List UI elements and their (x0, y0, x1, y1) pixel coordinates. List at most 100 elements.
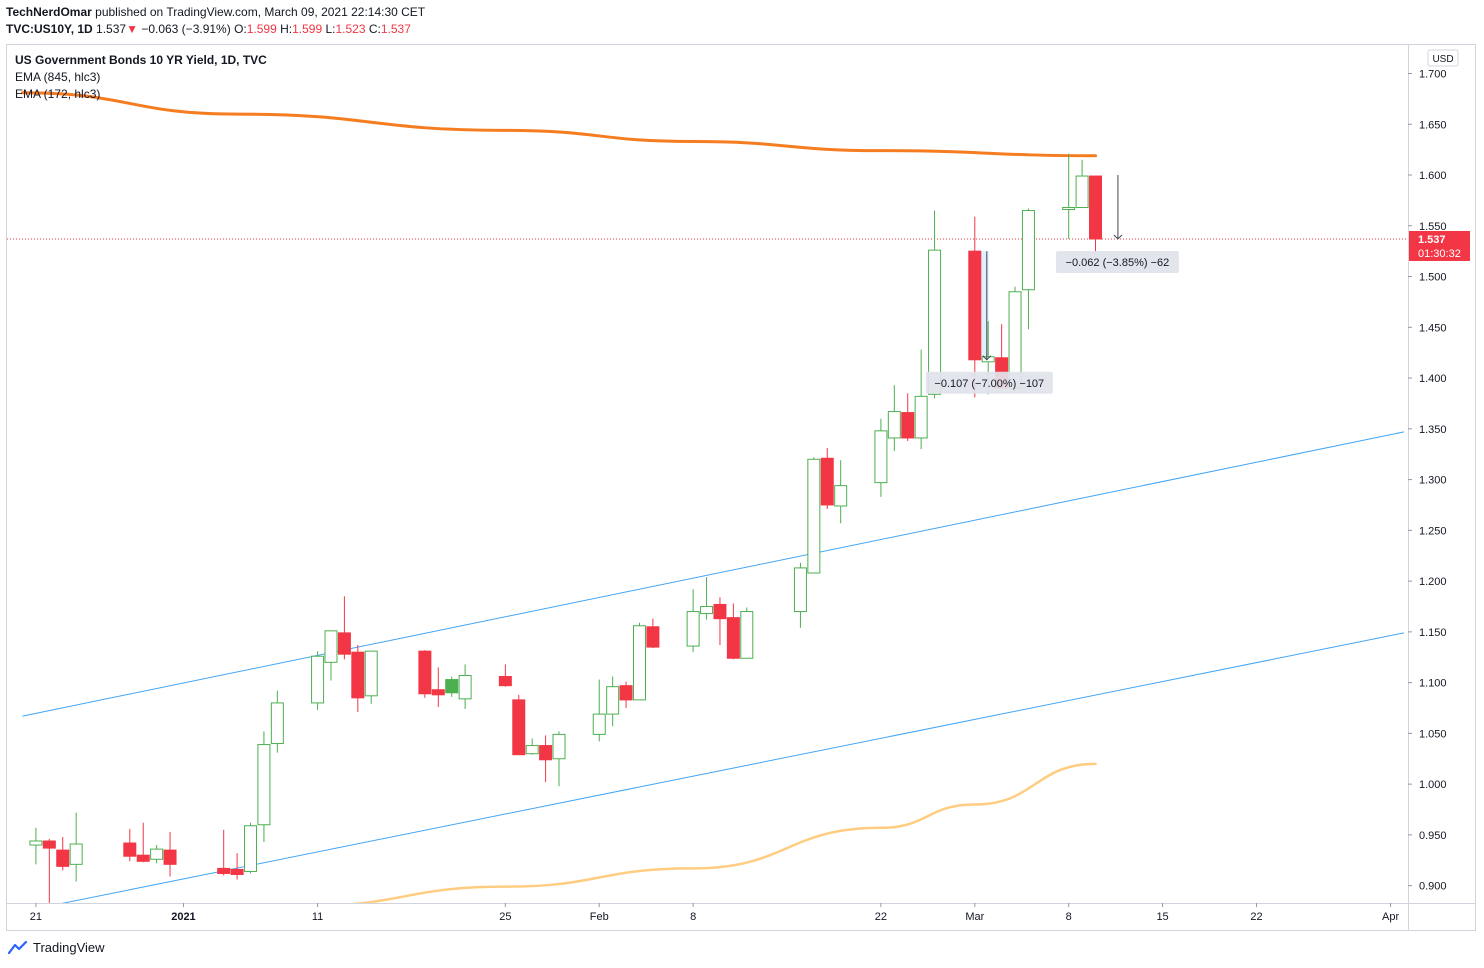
author-name[interactable]: TechNerdOmar (6, 5, 92, 19)
plot-area: −0.107 (−7.00%) −107 −0.062 (−3.85%) −62 (7, 91, 1408, 903)
y-tick-label: 1.250 (1419, 525, 1447, 537)
candle-body (981, 356, 995, 363)
candle (726, 603, 740, 660)
candle-body (928, 249, 942, 395)
candle (29, 827, 43, 865)
candle (150, 845, 164, 864)
candle (525, 738, 539, 755)
candle (324, 630, 338, 681)
candle-body (713, 603, 727, 620)
candle (928, 210, 942, 399)
x-tick-label: Apr (1382, 911, 1399, 923)
candle (807, 457, 821, 574)
candle-body (834, 485, 848, 507)
candle-body (230, 868, 244, 875)
measure-arrowhead (982, 355, 992, 361)
candle-body (337, 632, 351, 655)
candle-body (42, 840, 56, 849)
candle (351, 645, 365, 713)
candle (136, 822, 150, 863)
high-label: H: (280, 22, 293, 36)
close-label: C: (368, 22, 381, 36)
candle-body (445, 679, 459, 694)
candle (606, 676, 620, 727)
candle-body (150, 848, 164, 860)
candle (364, 650, 378, 704)
candle-body (793, 567, 807, 613)
x-tick-label: Mar (965, 911, 984, 923)
candle-body (740, 611, 754, 659)
candle (230, 853, 244, 880)
measure-label-box (1055, 250, 1179, 273)
candle-body (606, 686, 620, 715)
low-label: L: (325, 22, 336, 36)
high-value: 1.599 (292, 22, 323, 36)
candle-body (498, 676, 512, 687)
candle (1062, 153, 1076, 239)
candle (512, 694, 526, 756)
candle (793, 562, 807, 628)
candle (1075, 159, 1089, 209)
y-tick-label: 1.500 (1419, 272, 1447, 284)
candle-body (887, 411, 901, 439)
y-tick-label: 1.200 (1419, 576, 1447, 588)
candle (431, 667, 445, 707)
candle-body (700, 605, 714, 615)
y-tick-label: 1.350 (1419, 424, 1447, 436)
open-value: 1.599 (246, 22, 277, 36)
candle (1021, 208, 1035, 330)
candle (498, 664, 512, 687)
candle (123, 828, 137, 862)
legend-ema-172[interactable]: EMA (172, hlc3) (15, 87, 101, 101)
chart-frame (6, 44, 1476, 931)
measure-arrowhead (1113, 234, 1123, 240)
x-tick-label: 22 (875, 911, 887, 923)
legend-title: US Government Bonds 10 YR Yield, 1D, TVC (15, 53, 267, 67)
candle-body (418, 650, 432, 695)
tradingview-logo-icon (8, 940, 28, 954)
candle-body (324, 630, 338, 663)
candle-body (257, 744, 271, 826)
candle (69, 812, 83, 882)
candle (700, 577, 714, 620)
candle-body (686, 611, 700, 647)
candle (632, 622, 646, 701)
candle (713, 597, 727, 646)
candle (901, 393, 915, 442)
candle-body (1021, 210, 1035, 291)
candle-body (901, 412, 915, 439)
candle (1089, 175, 1103, 254)
candle-body (1062, 207, 1076, 211)
y-tick-label: 1.000 (1419, 779, 1447, 791)
x-tick-label: 22 (1250, 911, 1262, 923)
measure-label: −0.062 (−3.85%) −62 (1066, 257, 1170, 269)
currency-box (1427, 49, 1459, 67)
ohlc-header: TVC:US10Y, 1D 1.537▼ −0.063 (−3.91%) O:1… (6, 22, 411, 36)
candle (217, 829, 231, 876)
tradingview-brand[interactable]: TradingView (8, 940, 105, 955)
legend-ema-845[interactable]: EMA (845, hlc3) (15, 70, 101, 84)
candle (619, 681, 633, 708)
candle-body (820, 457, 834, 506)
candle-body (56, 849, 70, 867)
candle (646, 618, 660, 649)
symbol-label: TVC:US10Y, 1D (6, 22, 93, 36)
x-tick-label: 2021 (171, 911, 195, 923)
candle (56, 836, 70, 871)
candle-body (726, 617, 740, 659)
x-tick-label: 25 (499, 911, 511, 923)
candle (874, 418, 888, 497)
candle (42, 838, 56, 903)
candle (270, 690, 284, 753)
low-value: 1.523 (335, 22, 366, 36)
x-tick-label: 15 (1156, 911, 1168, 923)
x-tick-label: Feb (590, 911, 609, 923)
y-tick-label: 1.100 (1419, 678, 1447, 690)
candle (445, 676, 459, 697)
candle (337, 596, 351, 660)
candle (257, 731, 271, 843)
candle-body (539, 745, 553, 761)
candle (163, 831, 177, 877)
candle (740, 607, 754, 659)
